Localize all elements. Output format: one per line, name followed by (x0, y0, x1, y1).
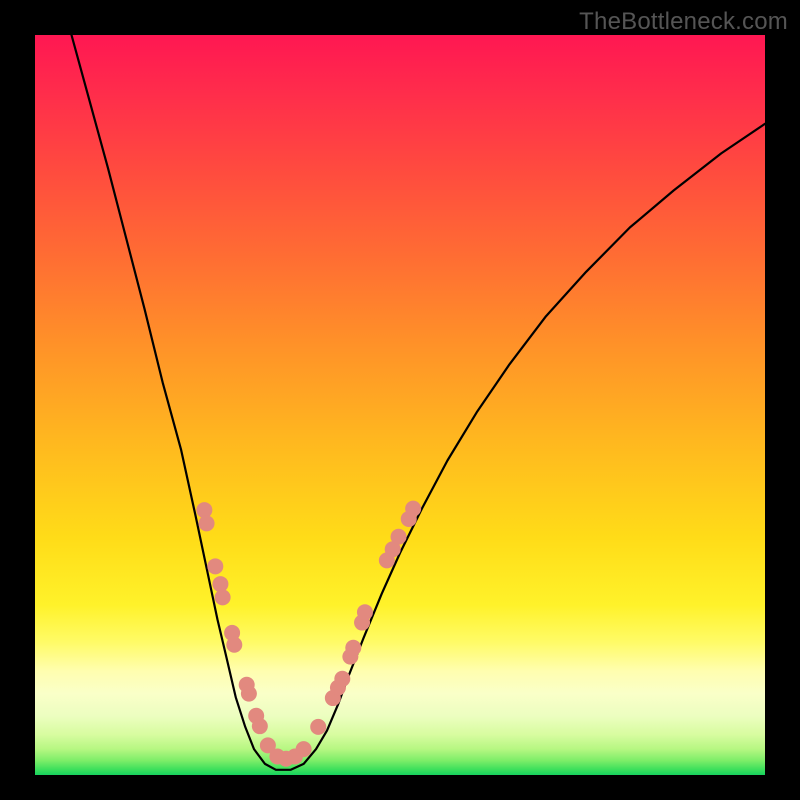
dot (405, 501, 421, 517)
dot (196, 502, 212, 518)
dot (226, 637, 242, 653)
dot (310, 719, 326, 735)
dot (334, 671, 350, 687)
dot (252, 718, 268, 734)
dot (391, 529, 407, 545)
dot (199, 515, 215, 531)
dot (357, 604, 373, 620)
dot (212, 576, 228, 592)
dot (296, 741, 312, 757)
dot (345, 640, 361, 656)
dot (207, 558, 223, 574)
chart-stage: TheBottleneck.com (0, 0, 800, 800)
gradient-background (35, 35, 765, 775)
watermark-label: TheBottleneck.com (579, 8, 788, 36)
bottleneck-chart (35, 35, 765, 775)
dot (215, 589, 231, 605)
dot (241, 686, 257, 702)
